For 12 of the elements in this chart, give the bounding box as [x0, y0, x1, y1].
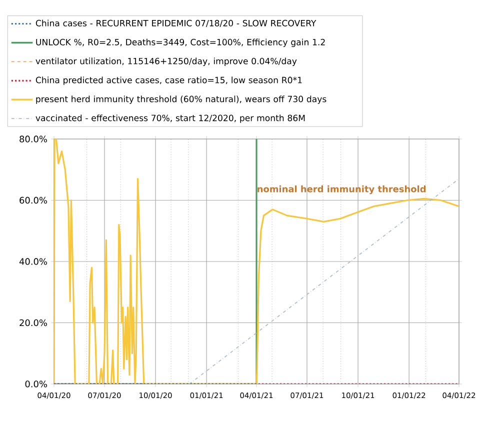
y-tick-label: 60.0% [20, 196, 47, 204]
y-tick-label: 80.0% [20, 136, 47, 142]
legend-label: ventilator utilization, 115146+1250/day, improve 0.04%/day [36, 58, 297, 66]
legend-label: China predicted active cases, case ratio=15, low season R0*1 [36, 76, 302, 85]
legend-label: vaccinated - effectiveness 70%, start 12/2020, per month 86M [36, 114, 305, 123]
annotation: nominal herd immunity threshold [258, 185, 426, 194]
legend-label: UNLOCK %, R0=2.5, Deaths=3449, Cost=100%, Efficiency gain 1.2 [36, 38, 325, 48]
legend-label: China cases - RECURRENT EPIDEMIC 07/18/20 - SLOW RECOVERY [36, 20, 316, 28]
y-tick-label: 0.0% [25, 380, 47, 388]
y-tick-label: 40.0% [19, 258, 47, 265]
y-tick-label: 20.0% [20, 319, 47, 326]
legend-label: present herd immunity threshold (60% natural), wears off 730 days [36, 96, 326, 104]
